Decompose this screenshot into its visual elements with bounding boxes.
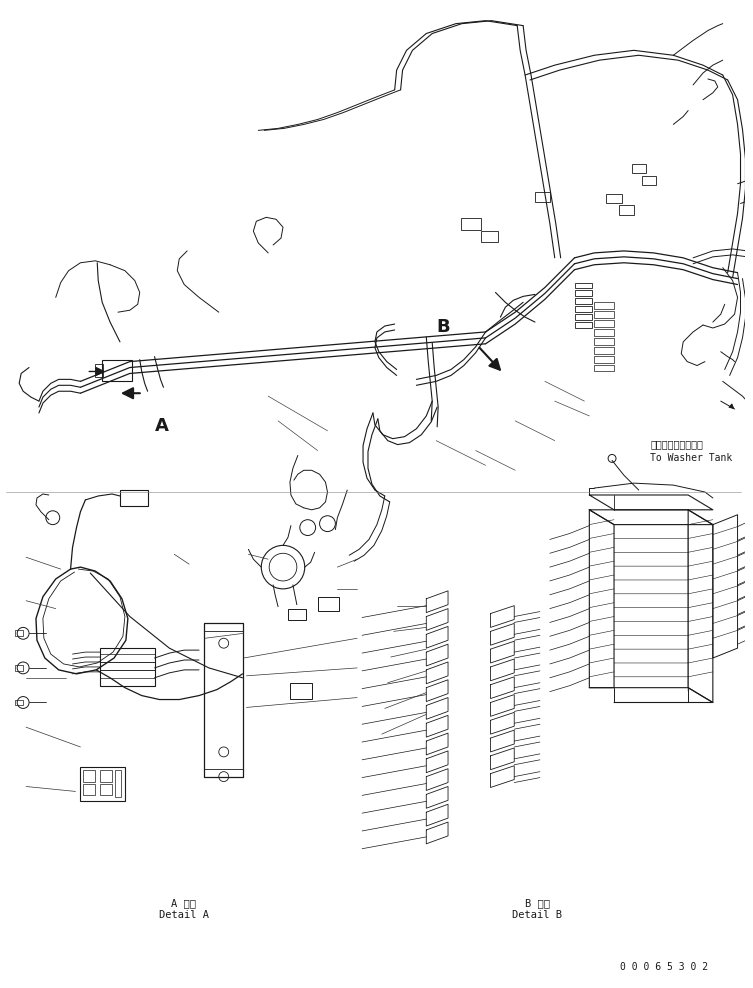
Bar	[288, 609, 306, 620]
Bar	[100, 654, 154, 662]
Bar	[535, 192, 550, 202]
Bar	[594, 365, 614, 371]
Bar	[575, 290, 593, 296]
Bar	[15, 665, 23, 671]
Bar	[619, 206, 634, 215]
Bar	[100, 648, 154, 686]
Bar	[594, 356, 614, 363]
Bar	[115, 770, 121, 797]
Bar	[96, 364, 103, 377]
Bar	[81, 767, 125, 801]
Bar	[100, 662, 154, 670]
Bar	[318, 597, 340, 611]
Bar	[575, 283, 593, 288]
Bar	[594, 302, 614, 309]
Bar	[120, 490, 148, 506]
Bar	[84, 770, 96, 782]
Text: B: B	[436, 318, 450, 336]
Bar	[100, 783, 112, 795]
Bar	[594, 338, 614, 345]
Text: Detail B: Detail B	[512, 910, 562, 920]
Text: A: A	[154, 417, 169, 435]
Bar	[204, 769, 243, 777]
Text: B 詳細: B 詳細	[525, 898, 550, 908]
Bar	[84, 783, 96, 795]
Bar	[575, 322, 593, 328]
Bar	[606, 194, 622, 204]
Bar	[204, 623, 243, 777]
Bar	[575, 298, 593, 304]
Text: A 詳細: A 詳細	[171, 898, 197, 908]
Bar	[594, 320, 614, 327]
Bar	[15, 630, 23, 636]
Bar	[100, 670, 154, 678]
Bar	[290, 683, 312, 699]
Text: Detail A: Detail A	[159, 910, 209, 920]
Bar	[575, 314, 593, 320]
Bar	[642, 176, 656, 185]
Bar	[461, 218, 480, 230]
Bar	[594, 329, 614, 336]
Bar	[480, 231, 498, 242]
Bar	[575, 306, 593, 312]
Bar	[594, 311, 614, 318]
Text: 0 0 0 6 5 3 0 2: 0 0 0 6 5 3 0 2	[620, 962, 709, 972]
Text: To Washer Tank: To Washer Tank	[651, 453, 733, 462]
Bar	[594, 347, 614, 354]
Bar	[15, 700, 23, 705]
Bar	[204, 623, 243, 631]
Bar	[102, 360, 132, 381]
Text: ウォッシャタンクヘ: ウォッシャタンクヘ	[651, 439, 703, 450]
Bar	[632, 164, 645, 173]
Bar	[100, 770, 112, 782]
